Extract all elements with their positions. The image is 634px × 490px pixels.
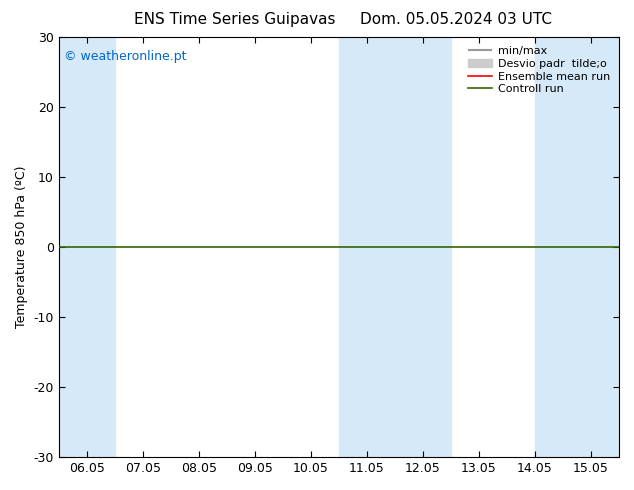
Y-axis label: Temperature 850 hPa (ºC): Temperature 850 hPa (ºC) [15,166,28,328]
Text: © weatheronline.pt: © weatheronline.pt [65,50,187,63]
Bar [535,37,619,457]
Legend: min/max, Desvio padr  tilde;o, Ensemble mean run, Controll run: min/max, Desvio padr tilde;o, Ensemble m… [465,43,614,98]
Text: Dom. 05.05.2024 03 UTC: Dom. 05.05.2024 03 UTC [361,12,552,27]
Bar [339,37,451,457]
Text: ENS Time Series Guipavas: ENS Time Series Guipavas [134,12,335,27]
Bar [59,37,115,457]
